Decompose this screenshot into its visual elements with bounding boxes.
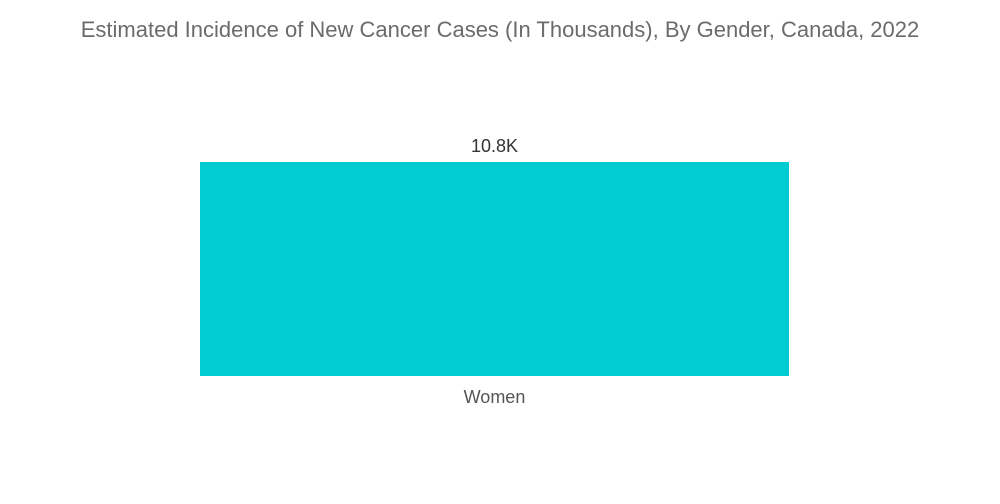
chart-title: Estimated Incidence of New Cancer Cases … — [80, 17, 920, 42]
labels-layer: 10.8K Women — [464, 136, 526, 407]
bar-women — [200, 162, 789, 376]
bars-layer — [200, 162, 789, 376]
category-label: Women — [464, 387, 526, 407]
data-label: 10.8K — [471, 136, 518, 156]
